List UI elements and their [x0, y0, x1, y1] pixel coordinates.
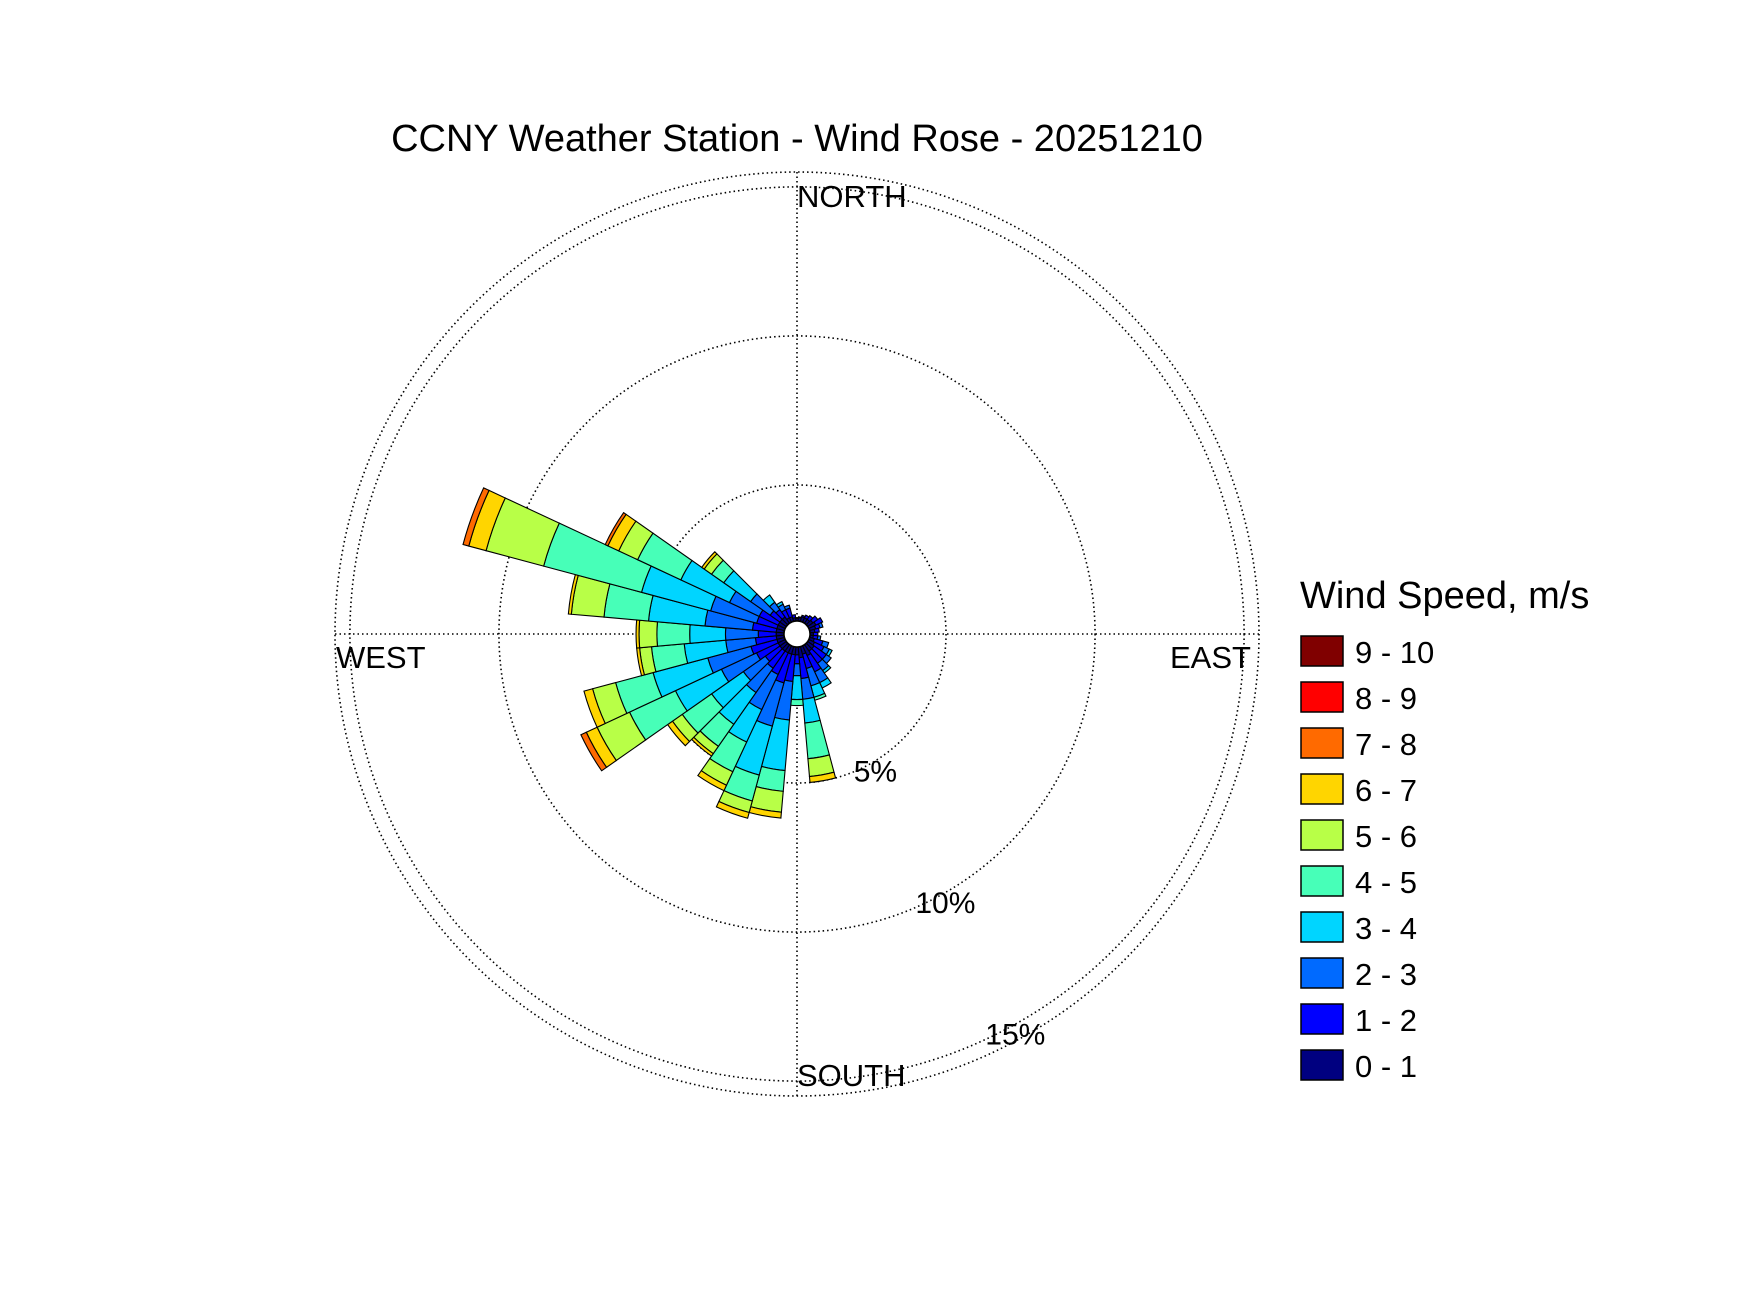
petal-340-bin-2 [783, 604, 791, 611]
petal-270-bin-4 [656, 621, 691, 647]
legend-label-6: 3 - 4 [1355, 911, 1417, 946]
petal-350-bin-1 [791, 614, 797, 619]
chart-title: CCNY Weather Station - Wind Rose - 20251… [391, 118, 1203, 160]
legend-items: 9 - 10 8 - 9 7 - 8 6 - 7 5 - 6 4 - 5 3 - 4 2 - … [1300, 635, 1434, 1084]
petal-250-bin-6 [583, 688, 606, 728]
calm-center-circle [783, 620, 811, 648]
petal-170-bin-3 [802, 696, 821, 724]
petal-180-bin-4 [790, 698, 804, 707]
legend-swatch-4 [1300, 819, 1344, 851]
legend-swatch-5 [1300, 865, 1344, 897]
legend-label-4: 5 - 6 [1355, 819, 1417, 854]
petal-270-bin-5 [638, 619, 659, 649]
legend-label-2: 7 - 8 [1355, 727, 1417, 762]
legend-swatch-9 [1300, 1049, 1344, 1081]
petal-320-bin-3 [762, 594, 776, 608]
legend-title: Wind Speed, m/s [1300, 575, 1589, 617]
legend-swatch-1 [1300, 681, 1344, 713]
wind-petals [462, 487, 837, 819]
petal-170-bin-6 [808, 771, 837, 784]
ring-labels: 5% 10% 15% [854, 756, 1046, 1052]
direction-label-east: EAST [1170, 640, 1251, 675]
petal-330-bin-3 [775, 600, 784, 608]
legend: Wind Speed, m/s 9 - 10 8 - 9 7 - 8 6 - 7 5 -… [1300, 575, 1589, 1084]
petal-200-bin-6 [715, 800, 750, 819]
petal-170-bin-4 [804, 719, 831, 760]
legend-label-1: 8 - 9 [1355, 681, 1417, 716]
ring-label-1: 5% [854, 756, 897, 789]
petal-70-bin-2 [817, 621, 824, 629]
legend-swatch-0 [1300, 635, 1344, 667]
petal-60-bin-1 [813, 616, 824, 626]
legend-swatch-8 [1300, 1003, 1344, 1035]
direction-label-south: SOUTH [797, 1058, 906, 1093]
legend-label-5: 4 - 5 [1355, 865, 1417, 900]
legend-label-8: 1 - 2 [1355, 1003, 1417, 1038]
direction-label-west: WEST [336, 640, 426, 675]
legend-label-3: 6 - 7 [1355, 773, 1417, 808]
ring-label-3: 15% [985, 1019, 1045, 1052]
petal-300-bin-7 [604, 511, 627, 547]
legend-label-0: 9 - 10 [1355, 635, 1434, 670]
legend-label-7: 2 - 3 [1355, 957, 1417, 992]
petal-80-bin-1 [813, 627, 820, 634]
direction-label-north: NORTH [797, 179, 907, 214]
legend-swatch-7 [1300, 957, 1344, 989]
petal-210-bin-6 [697, 769, 728, 792]
petal-310-bin-6 [701, 551, 718, 570]
petal-290-bin-7 [462, 487, 490, 547]
grid-ring-2 [498, 335, 1096, 933]
petal-270-bin-6 [635, 619, 641, 649]
petal-240-bin-7 [580, 731, 608, 772]
legend-swatch-3 [1300, 773, 1344, 805]
legend-swatch-2 [1300, 727, 1344, 759]
legend-swatch-6 [1300, 911, 1344, 943]
ring-label-2: 10% [915, 887, 975, 920]
legend-label-9: 0 - 1 [1355, 1049, 1417, 1084]
polar-grid [334, 171, 1260, 1097]
